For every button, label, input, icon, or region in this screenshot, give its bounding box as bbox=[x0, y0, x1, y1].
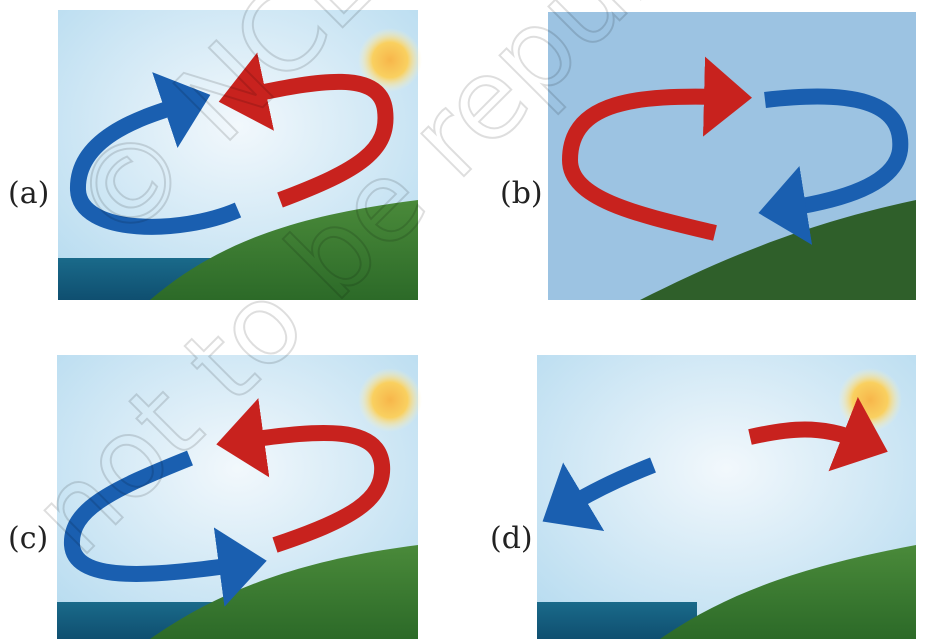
panel-label: (c) bbox=[8, 521, 48, 556]
panel-c bbox=[57, 355, 422, 639]
panel-label: (a) bbox=[8, 176, 49, 211]
panel-b bbox=[548, 12, 916, 300]
panel-a bbox=[58, 10, 422, 300]
panel-label: (b) bbox=[500, 176, 543, 211]
panel-label: (d) bbox=[490, 521, 533, 556]
panel-d bbox=[537, 355, 916, 639]
